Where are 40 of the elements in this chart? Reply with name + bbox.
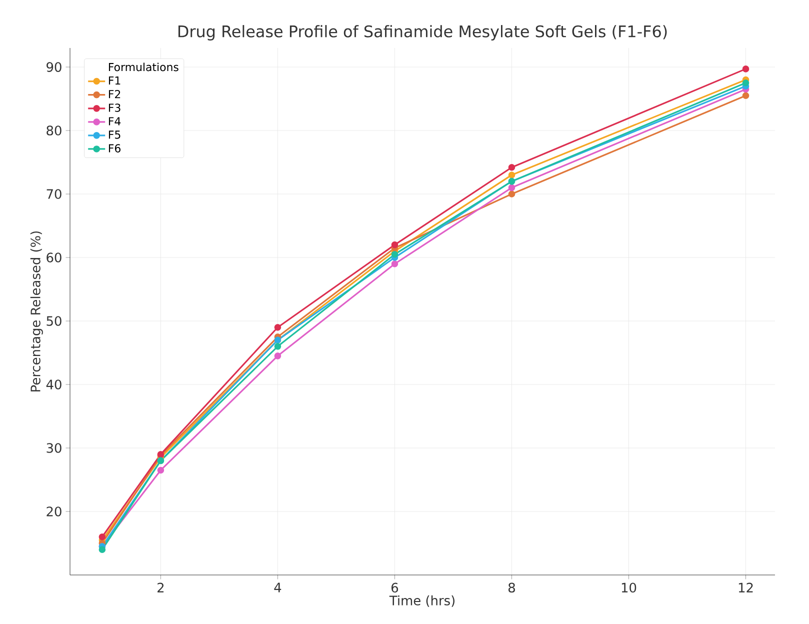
x-tick-label: 6 [392,582,398,593]
y-axis-title: Percentage Released (%) [30,231,43,392]
y-tick-label: 70 [46,189,62,199]
point [391,241,398,248]
legend-label: F1 [108,76,120,85]
x-tick-label: 12 [738,582,753,592]
point [508,164,516,171]
x-axis-title: Time (hrs) [389,595,454,607]
y-tick-label: 50 [46,316,62,326]
legend-label: F2 [108,90,120,98]
point [391,250,398,258]
point [508,190,516,198]
y-tick-label: 90 [46,62,62,72]
x-tick-label: 8 [508,582,515,593]
point [742,80,750,86]
legend-title: Formulations [108,62,178,72]
y-tick-label: 60 [46,252,62,262]
chart-title: Drug Release Profile of Safinamide Mesylate Soft Gels (F1-F6) [178,25,667,40]
point [274,352,282,360]
point [742,66,750,72]
point [391,260,398,268]
legend-label: F5 [108,130,120,139]
legend-label: F6 [108,144,120,152]
point [274,324,282,331]
point [98,546,106,553]
x-tick-label: 4 [274,582,282,592]
y-tick-label: 80 [46,126,62,136]
point [98,533,106,540]
point [157,466,164,474]
point [274,343,282,350]
point [742,92,750,100]
point [508,172,516,178]
y-tick-label: 20 [46,506,62,516]
y-tick-label: 40 [46,380,62,390]
legend-label: F3 [108,104,120,112]
y-tick-label: 30 [46,443,62,453]
x-tick-label: 2 [158,582,164,592]
legend-label: F4 [108,117,121,126]
x-tick-label: 10 [622,582,636,593]
point [508,184,516,192]
